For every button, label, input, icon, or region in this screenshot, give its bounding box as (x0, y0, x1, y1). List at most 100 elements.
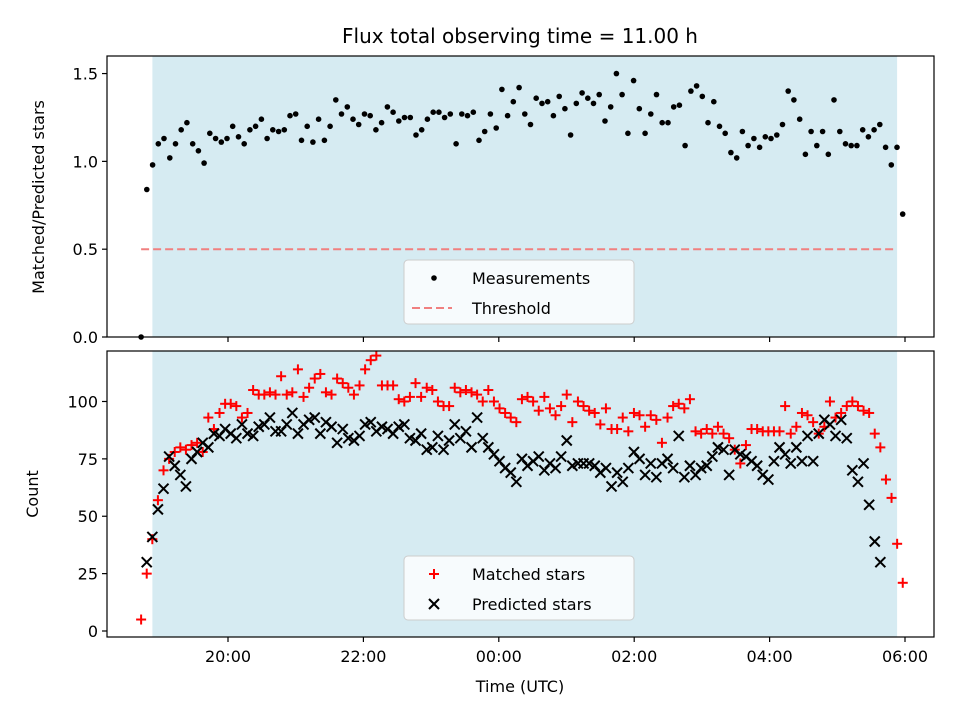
matched-star-marker (595, 419, 606, 430)
legend-entry-label: Predicted stars (472, 595, 592, 614)
bottom-panel: 0 25 50 75 100 20:00 22:00 00:00 02:00 04:00 06:0… (23, 350, 935, 696)
measurement-point (424, 116, 431, 122)
measurement-point (464, 112, 471, 119)
measurement-point (670, 104, 677, 110)
predicted-star-marker (331, 437, 343, 449)
top-axes-frame (106, 55, 935, 338)
matched-star-marker (141, 568, 152, 579)
measurement-point (384, 104, 391, 110)
predicted-star-marker (633, 453, 646, 465)
matched-star-marker (158, 465, 169, 476)
measurement-point (390, 109, 396, 115)
measurement-point (882, 144, 889, 151)
matched-star-marker (612, 424, 623, 435)
y-tick-label: 0.0 (73, 328, 98, 347)
predicted-star-marker (432, 430, 444, 442)
matched-star-marker (673, 398, 684, 409)
measurement-point (252, 123, 259, 130)
bottom-y-axis-label: Count (23, 470, 42, 518)
measurement-point (579, 90, 585, 96)
x-axis-label: Time (UTC) (475, 677, 564, 696)
matched-star-marker (696, 428, 707, 439)
predicted-star-marker (152, 503, 164, 516)
measurement-point (184, 119, 190, 126)
matched-star-marker (617, 412, 628, 423)
measurement-point (167, 155, 173, 161)
predicted-star-marker (247, 430, 259, 442)
y-tick-label: 25 (78, 565, 98, 584)
measurement-point (745, 142, 751, 149)
matched-star-marker (472, 389, 483, 400)
measurement-point (367, 112, 374, 119)
matched-star-marker (824, 396, 835, 407)
matched-star-marker (528, 396, 539, 407)
measurement-point (407, 114, 414, 121)
measurement-point (527, 121, 534, 128)
matched-star-marker (214, 407, 225, 418)
x-tick-label: 06:00 (882, 647, 928, 666)
legend-predicted-marker (428, 598, 440, 610)
predicted-star-marker (180, 480, 192, 493)
measurement-point (218, 139, 225, 145)
measurement-point (544, 98, 551, 105)
predicted-star-marker (510, 476, 523, 488)
measurement-point (241, 141, 247, 147)
predicted-star-marker (230, 432, 243, 444)
matched-star-marker (556, 401, 567, 412)
measurement-point (688, 88, 694, 94)
measurement-point (292, 111, 299, 117)
matched-star-marker (572, 396, 583, 407)
predicted-star-marker (706, 450, 719, 463)
predicted-star-marker (673, 430, 685, 442)
matched-star-marker (494, 403, 505, 414)
measurement-point (871, 127, 877, 133)
measurement-point (447, 111, 454, 117)
matched-star-marker (841, 401, 852, 412)
measurement-point (768, 135, 774, 142)
matched-star-marker (309, 373, 320, 384)
predicted-star-marker (561, 434, 573, 447)
measurement-point (791, 97, 797, 103)
predicted-star-marker (146, 531, 159, 543)
matched-star-marker (421, 382, 432, 393)
measurement-point (470, 109, 477, 115)
matched-star-marker (578, 401, 589, 412)
predicted-star-marker (174, 469, 187, 481)
measurement-point (516, 84, 522, 91)
matched-star-marker (231, 401, 242, 412)
matched-star-marker (180, 444, 191, 455)
measurement-point (590, 100, 597, 107)
matched-star-marker (516, 394, 527, 405)
predicted-star-marker (684, 460, 696, 472)
measurement-point (665, 119, 671, 126)
measurement-point (401, 114, 408, 121)
matched-star-marker (623, 426, 634, 437)
matched-star-marker (460, 385, 471, 396)
x-tick-label: 00:00 (476, 647, 522, 666)
matched-star-marker (320, 387, 331, 398)
matched-star-marker (404, 391, 415, 402)
matched-star-marker (724, 433, 735, 444)
predicted-star-marker (869, 535, 881, 548)
predicted-star-marker (807, 455, 819, 467)
matched-star-marker (561, 389, 572, 400)
predicted-star-marker (286, 407, 299, 419)
predicted-star-marker (678, 471, 691, 483)
matched-star-marker (858, 405, 869, 416)
predicted-star-marker (852, 476, 864, 488)
predicted-star-marker (426, 441, 439, 454)
measurement-point (607, 104, 614, 110)
measurement-point (149, 162, 156, 168)
measurement-point (550, 112, 557, 119)
measurement-point (333, 97, 339, 103)
measurement-point (831, 97, 837, 103)
matched-star-marker (567, 417, 578, 428)
predicted-star-marker (169, 460, 181, 472)
predicted-star-marker (314, 427, 327, 440)
legend-matched-marker (429, 569, 439, 579)
matched-star-marker (539, 391, 550, 402)
legend-box (403, 555, 635, 621)
measurement-point (602, 118, 608, 124)
matched-star-marker (847, 396, 858, 407)
